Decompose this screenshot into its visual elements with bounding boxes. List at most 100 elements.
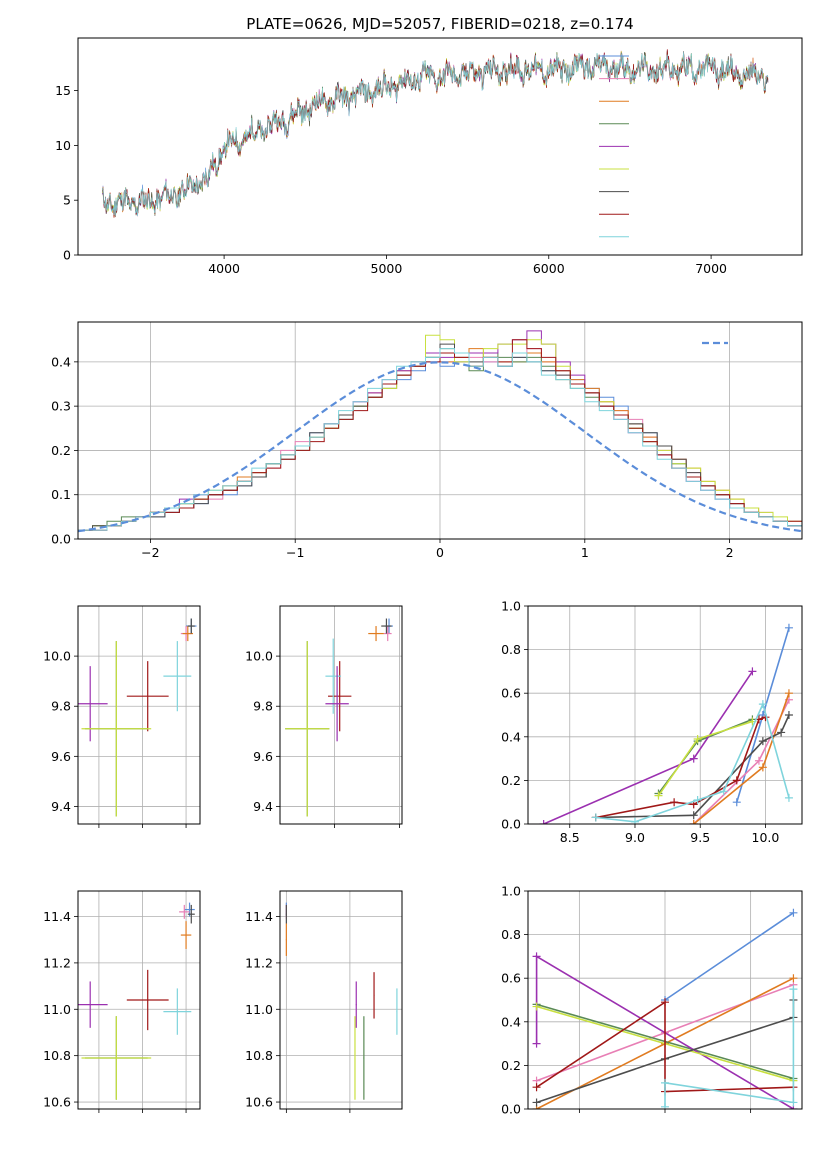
weight-line — [657, 718, 753, 794]
y-tick-label: 1.0 — [501, 884, 521, 899]
gaussian-curve — [78, 361, 802, 533]
y-tick-label: 11.4 — [245, 909, 273, 924]
weight-marker — [630, 817, 639, 824]
x-tick-label: 7000 — [695, 261, 727, 276]
weight-vs-z-panel: 0.0 0.2 0.4 0.6 0.8 1.0 — [501, 884, 803, 1117]
grid-lines — [78, 891, 200, 1109]
weight-marker — [532, 952, 541, 961]
axes-frame — [527, 605, 803, 825]
spectrum-line — [101, 52, 769, 218]
weight-marker — [789, 1098, 798, 1107]
age-vs-mass-panel: 9.4 9.6 9.8 10.0 — [245, 605, 403, 828]
y-tick-label: 9.6 — [51, 749, 71, 764]
y-tick-label: 0.8 — [501, 642, 521, 657]
axes-frame — [279, 890, 403, 1110]
grid-lines — [280, 606, 402, 824]
spectrum-line — [101, 51, 769, 217]
x-tick-label: 9.0 — [625, 830, 645, 845]
y-tick-label: 9.6 — [253, 749, 273, 764]
weight-marker — [661, 1102, 669, 1109]
weight-line — [664, 989, 795, 1107]
y-tick-label: 11.0 — [43, 1002, 71, 1017]
y-tick-label: 0.1 — [51, 487, 71, 502]
x-tick-label: 2 — [726, 545, 734, 560]
spectrum-line — [101, 51, 769, 217]
histogram-series — [78, 343, 802, 539]
weight-marker — [532, 1098, 541, 1107]
weight-line — [693, 692, 790, 824]
grid-lines — [280, 891, 402, 1109]
weight-marker — [748, 667, 757, 676]
y-tick-label: 10.6 — [245, 1095, 273, 1110]
axes-frame — [77, 890, 201, 1110]
y-tick-label: 9.4 — [253, 799, 273, 814]
y-tick-label: 10.0 — [43, 649, 71, 664]
weight-marker — [777, 728, 786, 737]
x-tick-label: 6000 — [533, 261, 565, 276]
y-tick-label: 9.4 — [51, 799, 71, 814]
y-tick-label: 11.2 — [245, 955, 273, 970]
x-tick-label: −2 — [141, 545, 159, 560]
weight-marker — [532, 1083, 541, 1092]
y-tick-label: 0.0 — [501, 817, 521, 832]
plot-area — [78, 618, 197, 817]
y-tick-label: 0.4 — [51, 354, 71, 369]
mass-vs-z-panel: 10.6 10.8 11.0 11.2 11.4 — [43, 890, 201, 1113]
weight-vs-age-panel: 8.5 9.0 9.5 10.0 0.0 0.2 0.4 0.6 0.8 1.0 — [501, 599, 803, 845]
axes-frame — [77, 605, 201, 825]
weight-marker — [789, 974, 798, 983]
y-tick-label: 0.6 — [501, 971, 521, 986]
grid-lines — [78, 606, 200, 824]
weight-marker — [719, 787, 728, 796]
weight-marker — [591, 813, 600, 822]
weight-marker — [689, 820, 698, 824]
y-tick-label: 0 — [63, 248, 71, 263]
spectrum-line — [101, 52, 769, 218]
plot-area — [539, 623, 793, 824]
weight-marker — [784, 623, 793, 632]
plot-area — [532, 908, 798, 1109]
axes-frame — [77, 321, 803, 540]
weight-marker — [654, 791, 663, 800]
axes-frame — [279, 605, 403, 825]
y-tick-label: 15 — [55, 83, 71, 98]
weight-marker — [670, 798, 679, 807]
weight-marker — [784, 793, 793, 802]
weight-marker — [754, 756, 763, 765]
weight-marker — [732, 776, 741, 785]
y-tick-label: 0.2 — [51, 443, 71, 458]
y-tick-label: 0.8 — [501, 927, 521, 942]
weight-marker — [532, 1002, 541, 1011]
y-tick-label: 11.0 — [245, 1002, 273, 1017]
weight-marker — [789, 985, 798, 994]
mass-vs-ebv-panel: 10.6 10.8 11.0 11.2 11.4 — [245, 890, 403, 1113]
weight-line — [595, 701, 790, 823]
y-tick-label: 10.0 — [245, 649, 273, 664]
weight-marker — [689, 754, 698, 763]
y-tick-label: 10.8 — [245, 1048, 273, 1063]
y-tick-label: 10.8 — [43, 1048, 71, 1063]
y-tick-label: 10 — [55, 138, 71, 153]
plot-area — [101, 49, 769, 218]
plot-area — [78, 902, 195, 1100]
y-tick-label: 0.6 — [501, 686, 521, 701]
y-tick-label: 9.8 — [51, 699, 71, 714]
histogram-series — [78, 348, 802, 539]
spectrum-line — [101, 50, 769, 217]
weight-marker — [693, 734, 702, 743]
residuals-panel: −2 −1 0 1 2 0.0 0.1 0.2 0.3 0.4 — [51, 321, 803, 560]
axes-frame — [77, 37, 803, 256]
x-tick-label: 4000 — [208, 261, 240, 276]
weight-marker — [732, 798, 741, 807]
plot-area — [285, 902, 398, 1100]
spectrum-line — [102, 49, 769, 218]
weight-marker — [758, 737, 767, 746]
y-tick-label: 9.8 — [253, 699, 273, 714]
axes-frame — [527, 890, 803, 1110]
weight-marker — [784, 711, 793, 719]
y-tick-label: 0.0 — [501, 1102, 521, 1117]
weight-marker — [784, 689, 793, 698]
x-tick-label: 10.0 — [752, 830, 780, 845]
y-tick-label: 0.3 — [51, 399, 71, 414]
